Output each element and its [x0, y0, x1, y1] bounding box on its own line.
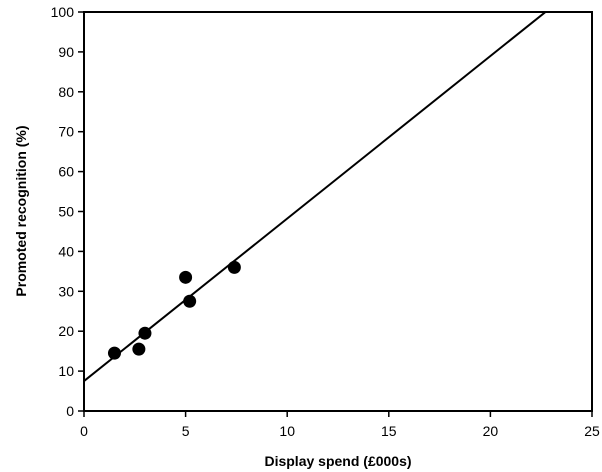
data-point — [132, 342, 146, 356]
x-tick-label: 10 — [279, 423, 295, 439]
y-axis-title: Promoted recognition (%) — [13, 125, 29, 296]
y-tick-label: 70 — [58, 124, 74, 140]
x-tick-label: 25 — [584, 423, 600, 439]
y-tick-label: 90 — [58, 44, 74, 60]
data-point — [183, 294, 197, 308]
data-point — [227, 260, 241, 274]
y-tick-label: 40 — [58, 243, 74, 259]
y-tick-label: 20 — [58, 323, 74, 339]
x-tick-label: 20 — [483, 423, 499, 439]
x-tick-label: 15 — [381, 423, 397, 439]
data-point — [107, 346, 121, 360]
y-tick-label: 50 — [58, 204, 74, 220]
plot-area-frame — [83, 11, 593, 412]
y-tick-label: 30 — [58, 283, 74, 299]
y-tick-label: 10 — [58, 363, 74, 379]
y-tick-label: 60 — [58, 164, 74, 180]
y-tick-label: 100 — [51, 4, 75, 20]
data-point — [179, 270, 193, 284]
y-tick-label: 80 — [58, 84, 74, 100]
y-tick-label: 0 — [66, 403, 74, 419]
x-axis-title: Display spend (£000s) — [264, 453, 411, 469]
trend-line — [84, 12, 548, 382]
x-tick-label: 5 — [182, 423, 190, 439]
data-point — [138, 326, 152, 340]
x-tick-label: 0 — [80, 423, 88, 439]
